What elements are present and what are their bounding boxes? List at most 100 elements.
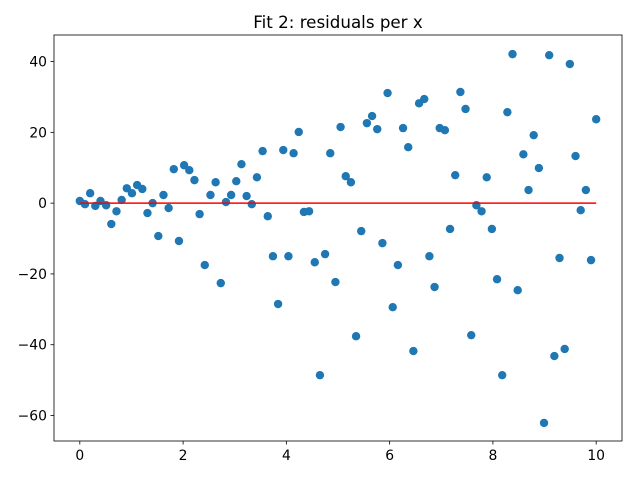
y-tick-label: 0: [38, 196, 47, 212]
x-tick-label: 4: [282, 448, 291, 464]
point: [508, 49, 517, 59]
point: [513, 286, 522, 295]
point: [242, 191, 251, 201]
point: [529, 130, 538, 140]
point: [247, 199, 256, 209]
point: [539, 418, 549, 428]
point: [451, 170, 460, 180]
point: [200, 260, 209, 270]
point: [351, 332, 361, 341]
point: [320, 249, 330, 259]
point: [550, 351, 559, 361]
point: [252, 173, 262, 182]
point: [304, 207, 314, 216]
point: [138, 184, 147, 194]
point: [425, 252, 434, 261]
point: [445, 224, 455, 234]
point: [430, 282, 439, 292]
point: [107, 219, 116, 229]
x-tick-label: 0: [75, 448, 84, 464]
point: [117, 195, 126, 205]
point: [164, 203, 173, 213]
x-tick-label: 8: [488, 448, 497, 464]
point: [420, 94, 429, 104]
point: [388, 303, 397, 312]
x-tick-label: 6: [385, 448, 394, 464]
point: [221, 197, 231, 207]
chart-title: Fit 2: residuals per x: [253, 12, 423, 32]
point: [565, 59, 575, 69]
point: [456, 87, 465, 97]
point: [576, 206, 585, 215]
point: [159, 190, 168, 200]
point: [341, 172, 350, 181]
point: [169, 164, 178, 174]
point: [258, 146, 267, 156]
y-tick-label: 20: [29, 125, 47, 141]
point: [383, 88, 392, 98]
point: [503, 107, 512, 117]
point: [310, 258, 319, 267]
point: [555, 253, 564, 263]
y-tick-label: −40: [18, 338, 47, 354]
point: [498, 370, 507, 380]
y-tick-label: −60: [18, 409, 47, 425]
point: [185, 166, 194, 175]
point: [487, 224, 497, 234]
point: [367, 111, 377, 121]
point: [112, 207, 121, 216]
point: [127, 189, 137, 198]
point: [331, 277, 340, 287]
point: [279, 145, 288, 155]
y-tick-label: −20: [18, 267, 47, 283]
point: [591, 115, 601, 124]
point: [315, 370, 325, 380]
point: [362, 118, 372, 128]
point: [440, 126, 450, 135]
point: [373, 124, 382, 134]
point: [195, 209, 204, 219]
point: [143, 208, 152, 218]
point: [571, 151, 580, 161]
point: [154, 231, 163, 241]
point: [492, 275, 502, 284]
point: [80, 199, 90, 209]
point: [534, 163, 544, 173]
point: [336, 122, 345, 132]
point: [398, 123, 408, 133]
x-tick-label: 10: [587, 448, 605, 464]
point: [586, 255, 596, 265]
point: [357, 226, 366, 236]
point: [294, 127, 303, 137]
plot-frame: [53, 34, 623, 442]
point: [482, 173, 491, 182]
point: [289, 149, 298, 158]
point: [284, 252, 293, 261]
point: [560, 344, 569, 354]
point: [346, 178, 356, 187]
point: [237, 159, 246, 169]
point: [404, 143, 413, 152]
point: [206, 190, 215, 200]
point: [101, 201, 111, 210]
x-tick-label: 2: [179, 448, 188, 464]
point: [263, 212, 272, 221]
point: [326, 149, 335, 158]
point: [519, 150, 528, 159]
point: [393, 260, 403, 270]
point: [85, 189, 95, 198]
point: [190, 175, 199, 185]
point: [524, 185, 533, 195]
point: [378, 238, 387, 248]
point: [268, 252, 278, 261]
point: [216, 278, 225, 288]
point: [273, 299, 283, 309]
point: [461, 104, 470, 114]
point: [174, 236, 184, 246]
point: [581, 185, 591, 195]
point: [544, 50, 554, 60]
point: [232, 176, 241, 186]
point: [467, 330, 476, 340]
